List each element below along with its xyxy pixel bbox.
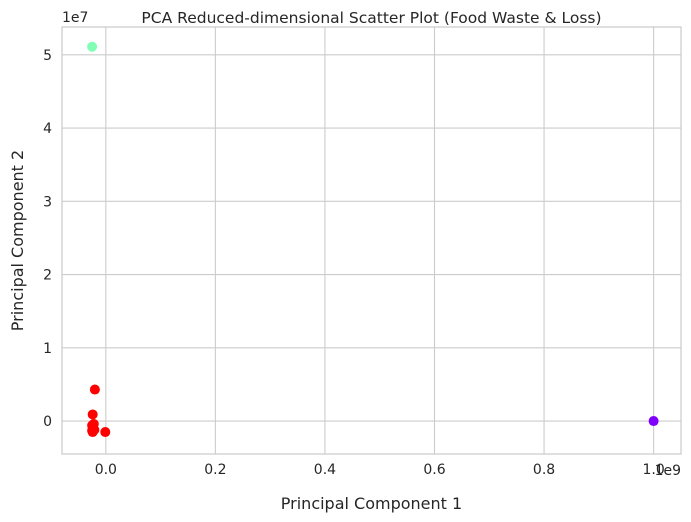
- y-tick-label: 4: [43, 121, 52, 137]
- scatter-point: [87, 41, 98, 52]
- y-tick-label: 2: [43, 268, 52, 284]
- x-axis-ticks: 0.0 0.2 0.4 0.6 0.8 1.0: [95, 462, 665, 478]
- x-tick-label: 0.8: [533, 462, 555, 478]
- y-axis-ticks: 0 1 2 3 4 5: [43, 48, 52, 430]
- scatter-point: [87, 409, 98, 420]
- grid-lines: [62, 27, 681, 454]
- x-tick-label: 0.4: [314, 462, 336, 478]
- scatter-point: [87, 420, 98, 431]
- y-axis-label: Principal Component 2: [8, 150, 27, 331]
- y-tick-label: 5: [43, 48, 52, 64]
- data-points: [87, 41, 659, 438]
- x-tick-label: 0.2: [204, 462, 226, 478]
- scatter-point: [100, 427, 111, 438]
- chart-title: PCA Reduced-dimensional Scatter Plot (Fo…: [141, 9, 601, 27]
- y-axis-scale-label: 1e7: [62, 10, 88, 26]
- y-tick-label: 3: [43, 194, 52, 210]
- x-tick-label: 0.0: [95, 462, 117, 478]
- x-axis-label: Principal Component 1: [281, 494, 462, 513]
- scatter-point: [648, 416, 659, 427]
- x-axis-scale-label: 1e9: [655, 463, 681, 479]
- plot-area-frame: [61, 26, 682, 455]
- x-tick-label: 1.0: [642, 462, 664, 478]
- scatter-point: [89, 384, 100, 395]
- y-tick-label: 1: [43, 341, 52, 357]
- y-tick-label: 0: [43, 414, 52, 430]
- x-tick-label: 0.6: [423, 462, 445, 478]
